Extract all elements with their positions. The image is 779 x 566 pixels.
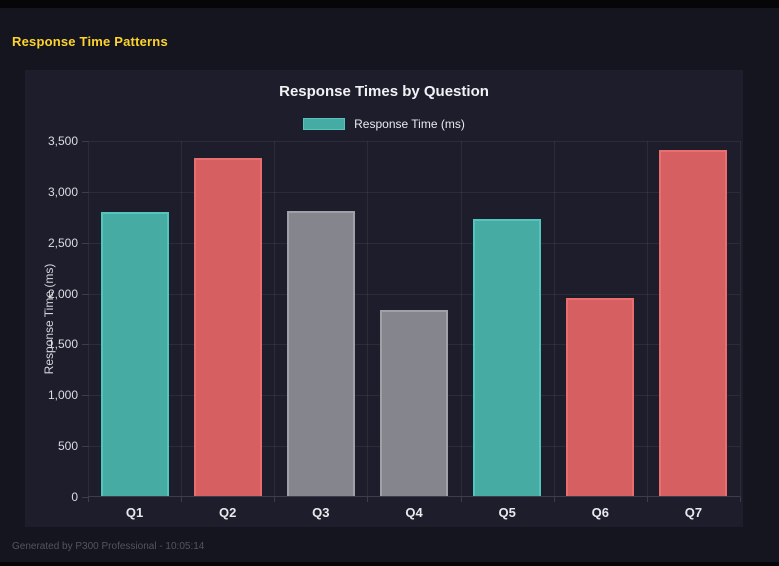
x-tick-mark — [88, 497, 89, 502]
y-tick-label: 3,000 — [47, 184, 78, 199]
y-tick-mark — [82, 446, 88, 448]
gridline-vertical — [553, 141, 555, 497]
y-tick-mark — [82, 242, 88, 244]
y-tick-label: 1,500 — [47, 337, 78, 352]
x-tick-mark — [460, 497, 462, 502]
gridline-vertical — [88, 141, 89, 497]
chart-legend-item[interactable]: Response Time (ms) — [25, 117, 743, 131]
x-tick-mark — [553, 497, 555, 502]
x-tick-mark — [181, 497, 183, 502]
legend-swatch — [303, 118, 346, 130]
bar-q6[interactable] — [566, 298, 634, 496]
y-tick-mark — [82, 191, 88, 193]
x-axis-line — [88, 496, 740, 497]
bar-q1[interactable] — [101, 212, 169, 496]
gridline-vertical — [646, 141, 648, 497]
gridline-horizontal — [88, 191, 740, 193]
y-tick-mark — [82, 395, 88, 397]
gridline-horizontal — [88, 141, 740, 142]
y-tick-label: 2,000 — [47, 286, 78, 301]
y-tick-mark — [82, 344, 88, 346]
gridline-vertical — [740, 141, 741, 497]
bar-q5[interactable] — [473, 219, 541, 496]
x-tick-label-q5: Q5 — [498, 505, 516, 520]
bar-q3[interactable] — [287, 211, 355, 496]
y-tick-mark — [82, 293, 88, 295]
y-tick-label: 2,500 — [47, 235, 78, 250]
x-tick-mark — [274, 497, 276, 502]
x-tick-label-q4: Q4 — [405, 505, 423, 520]
page-background: Response Time Patterns Response Times by… — [0, 8, 779, 562]
gridline-horizontal — [88, 293, 740, 295]
legend-label: Response Time (ms) — [354, 117, 465, 131]
y-axis-title: Response Time (ms) — [42, 263, 56, 375]
gridline-vertical — [460, 141, 462, 497]
chart-title: Response Times by Question — [279, 83, 489, 100]
bar-q2[interactable] — [194, 158, 262, 496]
gridline-vertical — [367, 141, 369, 497]
x-tick-mark — [367, 497, 369, 502]
y-tick-mark — [82, 141, 88, 142]
gridline-vertical — [274, 141, 276, 497]
chart-panel: Response Times by Question Response Time… — [25, 70, 743, 527]
plot-area — [88, 141, 741, 497]
x-tick-mark — [740, 497, 741, 502]
x-tick-label-q3: Q3 — [312, 505, 330, 520]
y-tick-label: 3,500 — [47, 134, 78, 148]
y-tick-mark — [82, 497, 88, 498]
page-title: Response Time Patterns — [12, 34, 168, 49]
x-tick-mark — [646, 497, 648, 502]
x-tick-label-q7: Q7 — [684, 505, 703, 520]
x-tick-label-q1: Q1 — [125, 505, 144, 520]
gridline-horizontal — [88, 242, 740, 244]
x-tick-label-q2: Q2 — [219, 505, 237, 520]
gridline-vertical — [181, 141, 183, 497]
x-tick-label-q6: Q6 — [591, 505, 609, 520]
y-tick-label: 500 — [57, 439, 78, 454]
y-tick-label: 0 — [71, 490, 78, 504]
bar-q4[interactable] — [380, 310, 448, 496]
footer-text: Generated by P300 Professional - 10:05:1… — [12, 541, 205, 552]
bar-q7[interactable] — [659, 150, 727, 496]
y-tick-label: 1,000 — [47, 388, 78, 403]
